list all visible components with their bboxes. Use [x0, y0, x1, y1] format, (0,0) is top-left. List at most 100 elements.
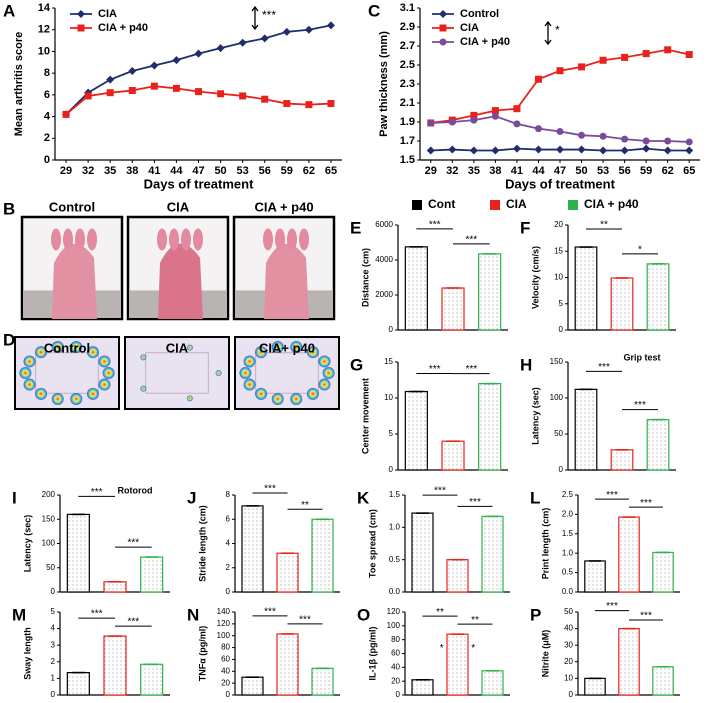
- point: [239, 92, 247, 100]
- point: [642, 144, 651, 153]
- panel-letter: M: [12, 605, 26, 624]
- point: [172, 84, 180, 92]
- point: [556, 145, 564, 154]
- point: [282, 27, 291, 36]
- panel-letter: J: [187, 488, 196, 507]
- significance-label: ***: [91, 609, 103, 620]
- point: [469, 146, 478, 155]
- y-tick-label: 4: [44, 110, 51, 122]
- point: [621, 53, 629, 61]
- y-axis-label: Sway length: [22, 627, 32, 680]
- series-line: [430, 48, 690, 124]
- y-tick-label: 1.5: [400, 154, 415, 166]
- image-label: Control: [44, 340, 90, 355]
- point: [62, 110, 70, 118]
- point: [534, 125, 542, 133]
- significance-label: ***: [606, 601, 618, 612]
- y-tick-label: 100: [550, 393, 564, 402]
- y-tick-label: 150: [42, 514, 56, 523]
- x-axis-label: Days of treatment: [505, 176, 615, 191]
- bar: [618, 516, 640, 593]
- heat-blob: [19, 367, 32, 379]
- y-tick-label: 1.7: [400, 135, 415, 147]
- panel-letter: F: [520, 218, 530, 237]
- y-tick-label: 6000: [375, 220, 393, 229]
- significance-label: ***: [127, 617, 139, 628]
- point: [194, 49, 203, 58]
- heat-blob: [186, 344, 193, 351]
- legend-swatch: [412, 200, 422, 210]
- series-line: [65, 24, 332, 116]
- legend-swatch: [490, 200, 500, 210]
- heat-blob: [215, 370, 222, 376]
- y-tick-label: 10: [564, 674, 573, 683]
- y-tick-label: 0: [389, 465, 394, 474]
- y-tick-label: 1.0: [389, 522, 401, 531]
- bar: [478, 383, 502, 471]
- bar: [574, 388, 598, 471]
- image-label: CIA + p40: [254, 199, 313, 214]
- y-tick-label: 20: [221, 678, 230, 687]
- heat-blob: [23, 378, 36, 391]
- significance-label: ***: [299, 615, 311, 626]
- heat-blob: [318, 355, 331, 368]
- heat-blob: [98, 355, 111, 368]
- bar: [574, 246, 598, 331]
- panel-letter: G: [350, 355, 363, 374]
- y-axis-label: Distance (cm): [360, 248, 370, 307]
- paw: [264, 243, 309, 319]
- point: [283, 100, 291, 108]
- annotation: ***: [262, 8, 276, 22]
- x-tick-label: 53: [237, 165, 249, 177]
- legend-marker: [439, 24, 447, 32]
- heat-blob: [306, 346, 319, 359]
- point: [261, 95, 269, 103]
- bar: [652, 551, 674, 593]
- y-tick-label: 140: [217, 607, 231, 616]
- panel-letter: B: [3, 199, 15, 218]
- point: [327, 100, 335, 108]
- bar: [140, 556, 164, 593]
- y-tick-label: 0: [569, 690, 574, 699]
- y-tick-label: 80: [391, 635, 400, 644]
- y-tick-label: 0.0: [389, 587, 401, 596]
- x-tick-label: 62: [303, 165, 315, 177]
- x-tick-label: 65: [683, 165, 695, 177]
- y-tick-label: 15: [384, 357, 393, 366]
- y-tick-label: 150: [550, 357, 564, 366]
- y-tick-label: 2.0: [562, 510, 574, 519]
- toe: [169, 228, 179, 251]
- heat-blob: [140, 385, 147, 392]
- x-tick-label: 56: [618, 165, 630, 177]
- legend-marker: [77, 10, 85, 18]
- y-tick-label: 0: [226, 587, 231, 596]
- significance-label: *: [440, 643, 444, 654]
- bar: [276, 552, 299, 593]
- heat-blob: [239, 367, 252, 379]
- toe: [51, 228, 61, 251]
- point: [427, 119, 435, 127]
- bar: [481, 670, 504, 696]
- bar: [103, 635, 127, 696]
- point: [578, 63, 586, 71]
- y-axis-label: Latency (sec): [22, 515, 32, 573]
- y-tick-label: 0: [396, 690, 401, 699]
- bar: [241, 676, 264, 696]
- heatmap: [14, 336, 120, 410]
- y-tick-label: 10: [384, 393, 393, 402]
- y-tick-label: 15: [554, 246, 563, 255]
- significance-label: **: [600, 220, 608, 231]
- point: [172, 56, 181, 65]
- bar: [404, 246, 428, 331]
- point: [512, 144, 521, 153]
- toe: [63, 228, 73, 251]
- heat-blob: [243, 355, 256, 368]
- y-tick-label: 12: [38, 24, 50, 36]
- y-tick-label: 40: [564, 624, 573, 633]
- arena-center: [35, 352, 99, 394]
- panel-letter: O: [357, 605, 370, 624]
- toe: [287, 228, 297, 251]
- legend-label: CIA + p40: [460, 36, 510, 48]
- significance-label: **: [471, 615, 479, 626]
- y-tick-label: 120: [217, 619, 231, 628]
